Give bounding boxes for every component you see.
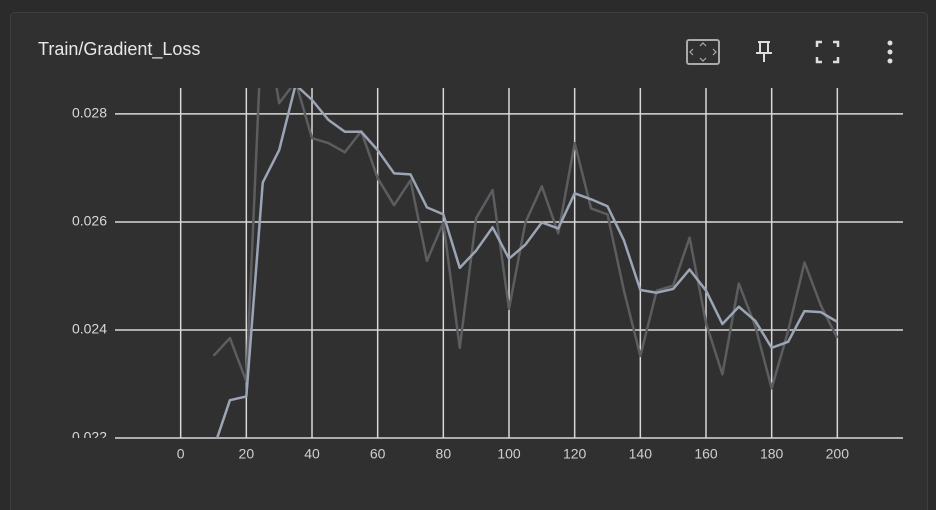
fullscreen-button[interactable]	[815, 40, 840, 64]
x-tick-label: 100	[497, 446, 521, 462]
more-menu-button[interactable]	[887, 40, 893, 64]
plot-area: 0 20 40 60 80 100 120 140 160 180 200 0.022 0.024 0.0…	[72, 88, 903, 462]
x-tick-label: 120	[563, 446, 587, 462]
series-line	[215, 88, 838, 438]
y-tick-label: 0.024	[72, 321, 107, 337]
x-tick-label: 60	[370, 446, 386, 462]
x-tick-label: 20	[239, 446, 255, 462]
x-tick-label: 180	[760, 446, 784, 462]
chart-title: Train/Gradient_Loss	[38, 39, 200, 60]
y-tick-label: 0.022	[72, 429, 107, 445]
card-background	[10, 12, 928, 510]
pin-button[interactable]	[756, 41, 772, 62]
x-tick-label: 160	[694, 446, 718, 462]
x-tick-label: 140	[629, 446, 653, 462]
fit-domain-button[interactable]	[686, 39, 720, 65]
x-tick-label: 80	[436, 446, 452, 462]
x-tick-label: 40	[304, 446, 320, 462]
x-tick-label: 0	[177, 446, 185, 462]
x-tick-label: 200	[826, 446, 850, 462]
y-tick-label: 0.028	[72, 105, 107, 121]
y-tick-label: 0.026	[72, 213, 107, 229]
